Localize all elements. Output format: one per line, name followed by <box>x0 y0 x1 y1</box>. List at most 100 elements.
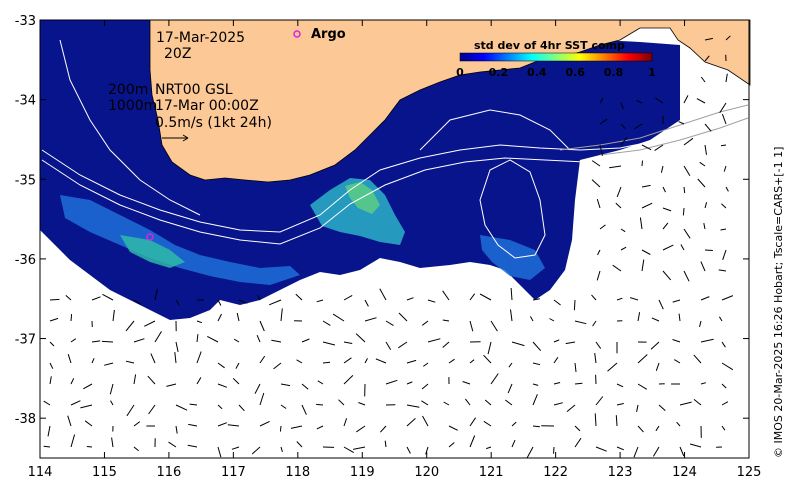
current-vector-arrow <box>591 160 601 167</box>
x-tick-label: 121 <box>479 465 504 480</box>
current-vector-arrow <box>721 383 727 389</box>
current-vector-arrow <box>91 340 101 343</box>
current-vector-arrow <box>133 338 145 343</box>
model-label: NRT00 GSL <box>155 82 233 98</box>
current-vector-arrow <box>553 339 560 343</box>
current-vector-arrow <box>655 425 660 432</box>
current-vector-arrow <box>316 299 324 303</box>
current-vector-arrow <box>682 207 685 216</box>
shelf-line-east <box>559 104 749 151</box>
x-tick-label: 118 <box>285 465 310 480</box>
current-vector-arrow <box>505 399 513 406</box>
current-vector-arrow <box>620 246 627 251</box>
current-vector-arrow <box>189 403 198 406</box>
current-vector-arrow <box>343 294 353 301</box>
current-vector-arrow <box>133 446 139 452</box>
colorbar-gradient <box>459 52 653 62</box>
sst-patch-center2 <box>345 182 380 214</box>
current-vector-arrow <box>683 186 686 194</box>
current-vector-arrow <box>722 249 727 260</box>
scale-arrowhead-icon <box>182 134 189 142</box>
current-vector-arrow <box>406 404 420 408</box>
current-vector-arrow <box>510 287 513 301</box>
current-vector-arrow <box>427 338 441 343</box>
current-vector-arrow <box>65 295 72 301</box>
current-vector-arrow <box>651 317 660 322</box>
current-vector-arrow <box>421 383 429 390</box>
current-vector-arrow <box>704 55 710 62</box>
map-date: 17-Mar-2025 <box>156 30 245 46</box>
current-vector-arrow <box>343 357 352 364</box>
current-vector-arrow <box>101 340 114 343</box>
current-vector-arrow <box>442 319 450 322</box>
y-tick-label: -33 <box>15 14 36 29</box>
current-vector-arrow <box>637 425 644 433</box>
current-vector-arrow <box>175 341 179 353</box>
current-vector-arrow <box>316 425 324 430</box>
current-vector-arrow <box>196 377 202 385</box>
current-vector-arrow <box>662 186 666 193</box>
current-vector-arrow <box>322 361 331 364</box>
current-vector-arrow <box>49 317 59 322</box>
current-vector-arrow <box>442 341 450 348</box>
current-vector-arrow <box>689 443 702 448</box>
current-vector-arrow <box>574 382 583 385</box>
current-vector-arrow <box>332 313 345 322</box>
current-vector-arrow <box>592 320 597 327</box>
current-vector-arrow <box>672 339 681 343</box>
current-vector-arrow <box>259 320 265 332</box>
current-vector-arrow <box>641 249 651 255</box>
current-vector-arrow <box>696 98 706 104</box>
current-vector-arrow <box>487 341 492 355</box>
current-vector-arrow <box>49 341 55 347</box>
current-vector-arrow <box>295 293 303 301</box>
current-vector-arrow <box>639 217 643 230</box>
current-vector-arrow <box>597 249 601 256</box>
current-vector-arrow <box>217 362 225 369</box>
current-vector-arrow <box>718 316 723 322</box>
current-vector-arrow <box>175 299 180 305</box>
current-vector-arrow <box>67 415 72 427</box>
current-vector-arrow <box>70 378 75 385</box>
current-vector-arrow <box>442 290 450 301</box>
current-vector-arrow <box>469 435 476 448</box>
current-vector-arrow <box>384 440 387 448</box>
current-vector-arrow <box>259 420 270 427</box>
x-tick-label: 125 <box>737 465 762 480</box>
current-vector-arrow <box>188 423 198 427</box>
current-vector-arrow <box>700 338 714 343</box>
current-vector-arrow <box>683 228 691 239</box>
current-vector-arrow <box>721 425 726 431</box>
current-vector-arrow <box>483 354 492 364</box>
current-vector-arrow <box>637 354 648 364</box>
current-vector-arrow <box>574 425 581 432</box>
current-vector-arrow <box>133 421 141 427</box>
current-vector-arrow <box>721 203 727 209</box>
current-vector-arrow <box>683 270 690 282</box>
current-vector-arrow <box>406 381 413 385</box>
current-vector-arrow <box>553 357 559 364</box>
current-vector-arrow <box>322 320 331 326</box>
x-tick-label: 119 <box>350 465 375 480</box>
current-vector-arrow <box>398 312 408 322</box>
current-vector-arrow <box>532 298 540 301</box>
argo-marker <box>293 30 301 38</box>
current-vector-arrow <box>620 102 624 109</box>
current-vector-arrow <box>67 354 72 364</box>
y-tick-label: -35 <box>15 173 36 188</box>
colorbar-ticks: 0 0.2 0.4 0.6 0.8 1 <box>456 66 656 79</box>
current-vector-arrow <box>721 295 734 301</box>
current-vector-arrow <box>235 362 240 369</box>
current-vector-arrow <box>599 144 603 156</box>
shelf-line-east2 <box>599 117 749 156</box>
current-vector-arrow <box>150 353 156 364</box>
current-vector-arrow <box>70 338 77 343</box>
current-vector-arrow <box>353 446 366 450</box>
x-tick-label: 120 <box>414 465 439 480</box>
x-tick-label: 122 <box>543 465 568 480</box>
current-vector-arrow <box>423 362 429 367</box>
current-vector-arrow <box>49 298 60 301</box>
current-vector-arrow <box>672 299 681 303</box>
current-vector-arrow <box>148 404 156 415</box>
current-vector-arrow <box>553 299 561 306</box>
